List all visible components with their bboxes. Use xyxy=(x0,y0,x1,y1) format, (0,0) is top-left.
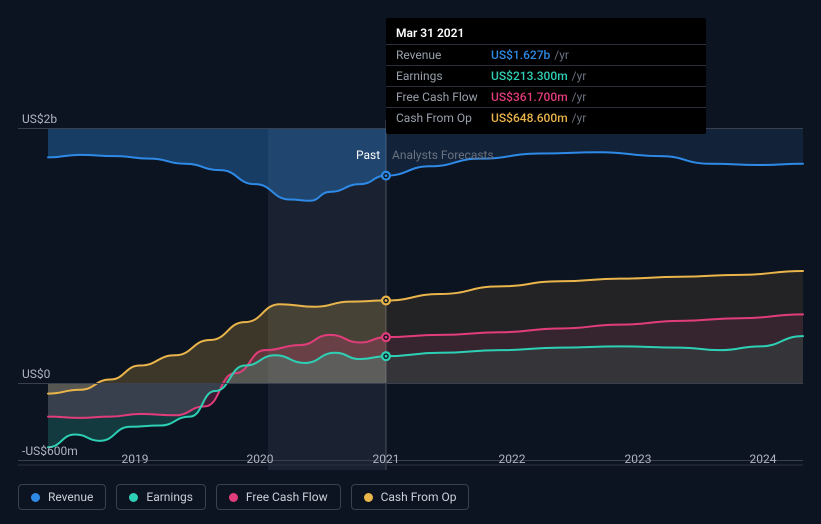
tooltip-metric-label: Earnings xyxy=(396,69,491,83)
tooltip-row: RevenueUS$1.627b/yr xyxy=(386,44,706,65)
legend-label: Revenue xyxy=(48,490,93,504)
legend-dot xyxy=(31,493,40,502)
legend-item-free-cash-flow[interactable]: Free Cash Flow xyxy=(216,484,341,510)
x-axis-label: 2021 xyxy=(373,452,400,466)
legend-label: Free Cash Flow xyxy=(246,490,328,504)
legend-dot xyxy=(229,493,238,502)
forecast-region-label: Analysts Forecasts xyxy=(392,148,494,162)
legend-item-earnings[interactable]: Earnings xyxy=(116,484,206,510)
legend-label: Cash From Op xyxy=(381,490,457,504)
y-axis-label: US$2b xyxy=(22,112,57,126)
chart-tooltip: Mar 31 2021 RevenueUS$1.627b/yrEarningsU… xyxy=(386,18,706,134)
tooltip-metric-label: Revenue xyxy=(396,48,491,62)
past-region-label: Past xyxy=(356,148,380,162)
legend-dot xyxy=(129,493,138,502)
x-axis-label: 2020 xyxy=(247,452,274,466)
tooltip-metric-unit: /yr xyxy=(554,48,569,62)
x-axis-label: 2022 xyxy=(499,452,526,466)
tooltip-row: Cash From OpUS$648.600m/yr xyxy=(386,107,706,128)
legend-item-cash-from-op[interactable]: Cash From Op xyxy=(351,484,470,510)
legend-item-revenue[interactable]: Revenue xyxy=(18,484,106,510)
tooltip-row: Free Cash FlowUS$361.700m/yr xyxy=(386,86,706,107)
y-axis-label: US$0 xyxy=(22,367,50,381)
tooltip-metric-value: US$648.600m xyxy=(491,111,568,125)
earnings-revenue-chart: { "layout": { "width": 821, "height": 52… xyxy=(0,0,821,524)
x-axis-label: 2023 xyxy=(625,452,652,466)
tooltip-metric-value: US$213.300m xyxy=(491,69,568,83)
tooltip-metric-value: US$1.627b xyxy=(491,48,550,62)
tooltip-metric-label: Free Cash Flow xyxy=(396,90,491,104)
tooltip-metric-unit: /yr xyxy=(572,111,587,125)
tooltip-metric-label: Cash From Op xyxy=(396,111,491,125)
y-gridline xyxy=(18,383,803,384)
tooltip-date: Mar 31 2021 xyxy=(386,24,706,44)
chart-legend: Revenue Earnings Free Cash Flow Cash From O… xyxy=(18,484,469,510)
y-axis-label: -US$600m xyxy=(22,444,78,458)
legend-dot xyxy=(364,493,373,502)
legend-label: Earnings xyxy=(146,490,193,504)
tooltip-metric-unit: /yr xyxy=(572,69,587,83)
x-axis-label: 2019 xyxy=(122,452,149,466)
tooltip-row: EarningsUS$213.300m/yr xyxy=(386,65,706,86)
tooltip-metric-unit: /yr xyxy=(572,90,587,104)
tooltip-metric-value: US$361.700m xyxy=(491,90,568,104)
x-axis-label: 2024 xyxy=(750,452,777,466)
